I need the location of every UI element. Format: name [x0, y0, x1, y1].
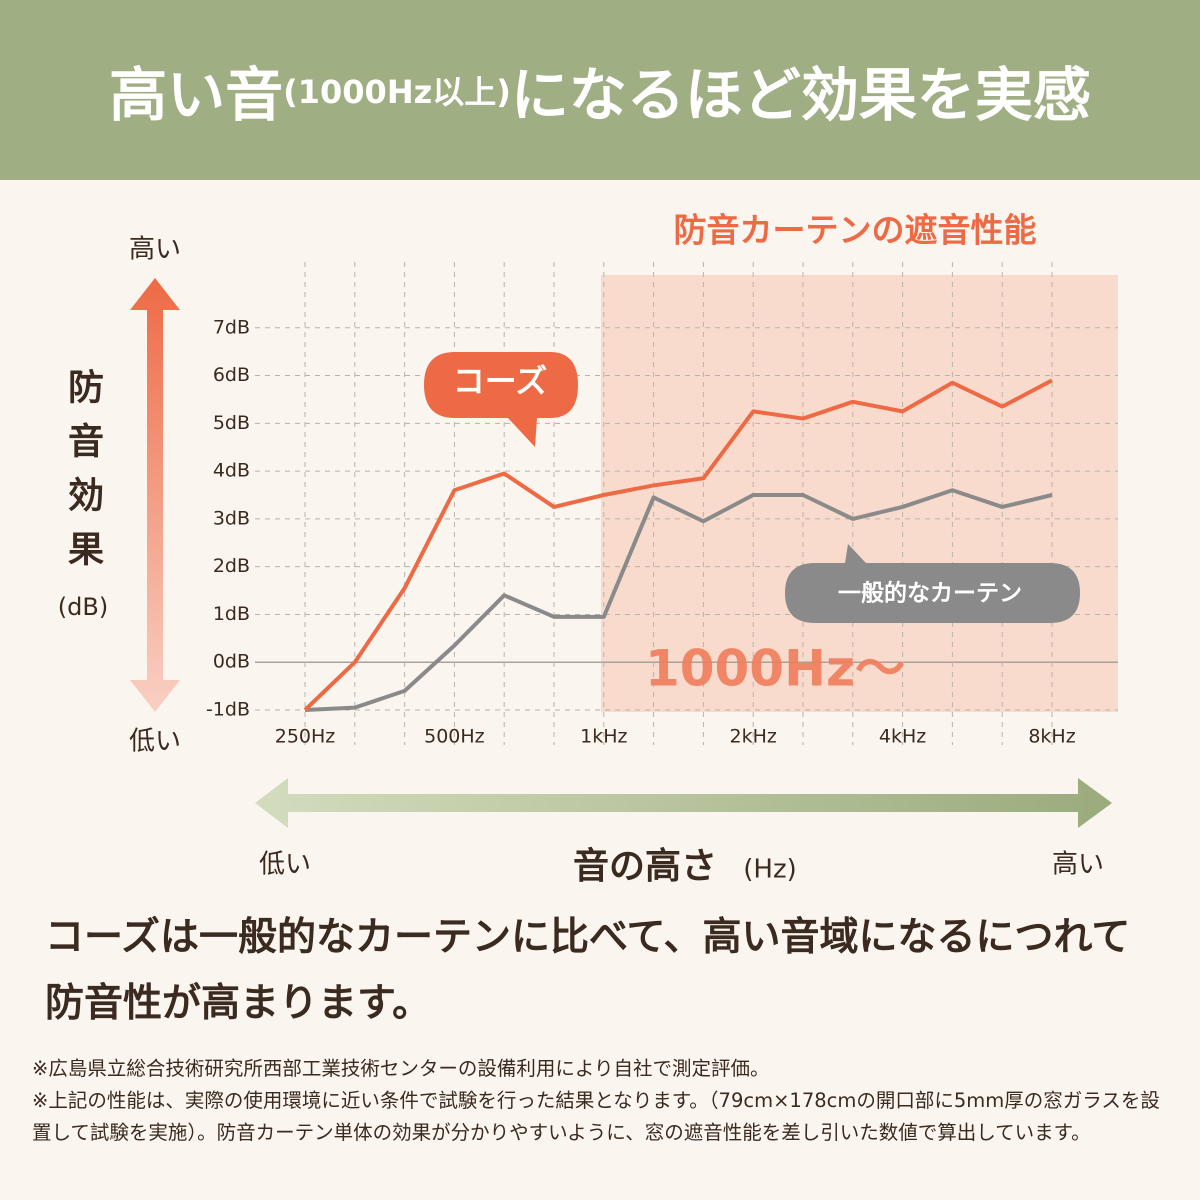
- title-part: (1000Hz以上): [283, 73, 511, 111]
- y-axis-title: 防音効果: [62, 368, 103, 584]
- x-axis-unit: (Hz): [743, 855, 797, 885]
- footnote: ※広島県立総合技術研究所西部工業技術センターの設備利用により自社で測定評価。: [32, 1057, 770, 1080]
- legend-label: 一般的なカーテン: [838, 580, 1022, 607]
- x-axis-title: 音の高さ: [573, 846, 717, 887]
- x-arrow-label: 高い: [1052, 850, 1104, 880]
- y-axis-unit: (dB): [58, 593, 108, 621]
- highlight-area: [601, 275, 1118, 712]
- y-arrow: [130, 278, 180, 712]
- x-tick-label: 4kHz: [879, 726, 926, 748]
- y-tick-label: 4dB: [213, 460, 250, 482]
- y-tick-label: 2dB: [213, 555, 250, 577]
- x-arrow-label: 低い: [259, 850, 311, 880]
- y-tick-label: -1dB: [206, 699, 250, 721]
- highlight-title: 防音カーテンの遮音性能: [674, 211, 1037, 250]
- x-tick-label: 8kHz: [1028, 726, 1075, 748]
- y-tick-label: 6dB: [213, 364, 250, 386]
- y-arrow-label: 高い: [129, 235, 181, 265]
- y-arrow-label: 低い: [129, 727, 181, 757]
- callout-bubble: [785, 544, 1080, 623]
- header: 高い音 (1000Hz以上) になるほど効果を実感: [0, 0, 1200, 180]
- y-tick-label: 0dB: [213, 651, 250, 673]
- x-tick-label: 250Hz: [275, 726, 336, 748]
- x-tick-label: 2kHz: [730, 726, 777, 748]
- footnote: ※上記の性能は、実際の使用環境に近い条件で試験を行った結果となります。（79cm…: [32, 1089, 1160, 1144]
- x-arrow: [255, 778, 1112, 828]
- body-text: コーズは一般的なカーテンに比べて、高い音域になるにつれて防音性が高まります。: [45, 915, 1131, 1026]
- y-tick-label: 3dB: [213, 507, 250, 529]
- callout-bubble: [424, 352, 578, 447]
- x-tick-label: 1kHz: [580, 726, 627, 748]
- series-line: [303, 378, 1053, 712]
- y-tick-label: 5dB: [213, 412, 250, 434]
- series-line: [304, 488, 1053, 712]
- y-tick-label: 1dB: [213, 603, 250, 625]
- title-part: 高い音: [109, 61, 284, 129]
- highlight-note: 1000Hz〜: [645, 640, 905, 698]
- title-part: になるほど効果を実感: [510, 61, 1091, 129]
- x-tick-label: 500Hz: [424, 726, 485, 748]
- legend-label: コーズ: [453, 362, 547, 400]
- y-tick-label: 7dB: [213, 316, 250, 338]
